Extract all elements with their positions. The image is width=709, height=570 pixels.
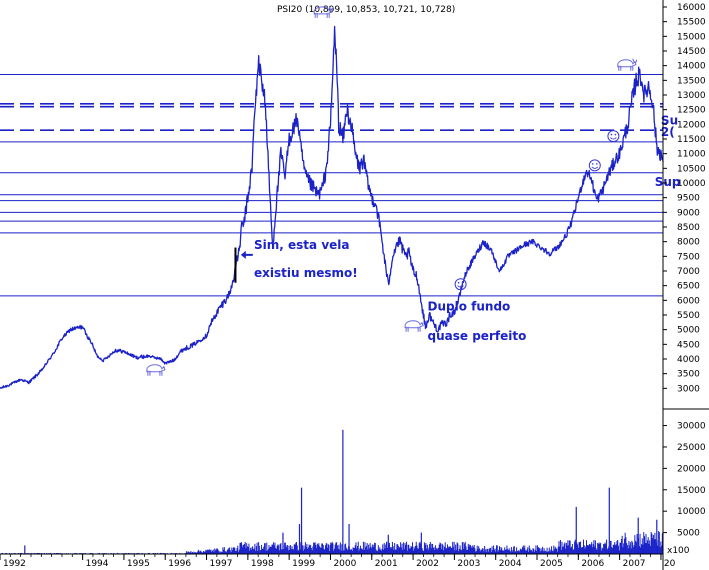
price-series xyxy=(0,25,664,389)
support-resistance-levels xyxy=(0,73,663,297)
annotation-text: Sim, esta vela xyxy=(254,238,349,252)
annotation-text: 2( xyxy=(661,125,675,139)
x-tick-label: 1995 xyxy=(127,559,150,569)
smiley-eye xyxy=(610,133,613,136)
animal-outline xyxy=(404,320,424,332)
price-tick-label: 7500 xyxy=(677,252,700,262)
price-tick-label: 12500 xyxy=(677,106,706,116)
price-tick-label: 7000 xyxy=(677,267,700,277)
smiley-eye xyxy=(614,133,617,136)
chart-title: PSI20 (10,809, 10,853, 10,721, 10,728) xyxy=(277,5,455,15)
price-tick-label: 15500 xyxy=(677,18,706,28)
smiley-eye xyxy=(457,281,460,284)
annotation-text: Duplo fundo xyxy=(428,300,511,314)
x-tick-label: 20 xyxy=(664,559,676,569)
x-tick-label: 1992 xyxy=(3,559,26,569)
volume-tick-label: 30000 xyxy=(677,422,706,432)
smiley-face xyxy=(588,159,601,172)
price-tick-label: 5000 xyxy=(677,326,700,336)
smiley-mouth xyxy=(610,137,617,140)
smiley-eye xyxy=(461,281,464,284)
price-tick-label: 16000 xyxy=(677,3,706,13)
smiley-eye xyxy=(592,163,594,165)
x-tick-label: 1994 xyxy=(86,559,109,569)
x-tick-label: 2007 xyxy=(623,559,646,569)
price-tick-label: 8500 xyxy=(677,223,700,233)
smiley-icon xyxy=(454,278,467,291)
x-tick-label: 1998 xyxy=(251,559,274,569)
annotation-text: Sup xyxy=(655,175,681,189)
animal-outline xyxy=(146,364,166,376)
x-tick-label: 2002 xyxy=(416,559,439,569)
price-tick-label: 13000 xyxy=(677,91,706,101)
price-tick-label: 3500 xyxy=(677,370,700,380)
price-tick-label: 10500 xyxy=(677,164,706,174)
x-tick-label: 1999 xyxy=(292,559,315,569)
smiley-icon xyxy=(588,159,601,172)
x-tick-label: 2003 xyxy=(457,559,480,569)
price-tick-label: 14500 xyxy=(677,47,706,57)
smiley-mouth xyxy=(591,166,599,169)
price-tick-label: 4000 xyxy=(677,355,700,365)
bull-icon xyxy=(313,5,334,18)
price-line xyxy=(0,25,664,389)
smiley-face xyxy=(454,278,467,291)
volume-tick-label: 15000 xyxy=(677,486,706,496)
smiley-face xyxy=(607,130,620,143)
price-tick-label: 10000 xyxy=(677,179,706,189)
bull-horns xyxy=(328,5,334,11)
price-tick-label: 12000 xyxy=(677,120,706,130)
chart-icons xyxy=(146,5,638,376)
price-tick-label: 11500 xyxy=(677,135,706,145)
price-tick-label: 13500 xyxy=(677,76,706,86)
volume-tick-label: 25000 xyxy=(677,443,706,453)
annotation-text: quase perfeito xyxy=(428,329,527,343)
price-tick-label: 9000 xyxy=(677,208,700,218)
volume-tick-label: 10000 xyxy=(677,507,706,517)
x-tick-label: 2000 xyxy=(333,559,356,569)
x-tick-label: 2005 xyxy=(540,559,563,569)
annotation-text: existiu mesmo! xyxy=(254,266,358,280)
animal-outline xyxy=(617,59,637,71)
smiley-mouth xyxy=(457,285,464,288)
price-tick-label: 6000 xyxy=(677,296,700,306)
volume-tick-label: 20000 xyxy=(677,464,706,474)
price-tick-label: 3000 xyxy=(677,384,700,394)
price-tick-label: 4500 xyxy=(677,340,700,350)
volume-tick-label: 5000 xyxy=(677,529,700,539)
bear-icon xyxy=(404,320,424,332)
price-tick-label: 15000 xyxy=(677,32,706,42)
price-tick-label: 9500 xyxy=(677,194,700,204)
animal-outline xyxy=(313,6,333,18)
price-tick-label: 8000 xyxy=(677,238,700,248)
x-tick-label: 2004 xyxy=(499,559,522,569)
x-tick-label: 2006 xyxy=(581,559,604,569)
smiley-eye xyxy=(596,163,598,165)
bull-icon xyxy=(617,58,638,71)
x-tick-label: 2001 xyxy=(375,559,398,569)
x-tick-label: 1997 xyxy=(210,559,233,569)
volume-scale-label: x100 xyxy=(667,546,690,556)
x-tick-label: 1996 xyxy=(168,559,191,569)
bull-horns xyxy=(632,58,638,63)
price-tick-label: 11000 xyxy=(677,150,706,160)
bear-icon xyxy=(146,364,166,376)
arrow-head xyxy=(240,250,246,259)
smiley-icon xyxy=(607,130,620,143)
price-tick-label: 6500 xyxy=(677,282,700,292)
price-tick-label: 5500 xyxy=(677,311,700,321)
price-tick-label: 14000 xyxy=(677,62,706,72)
